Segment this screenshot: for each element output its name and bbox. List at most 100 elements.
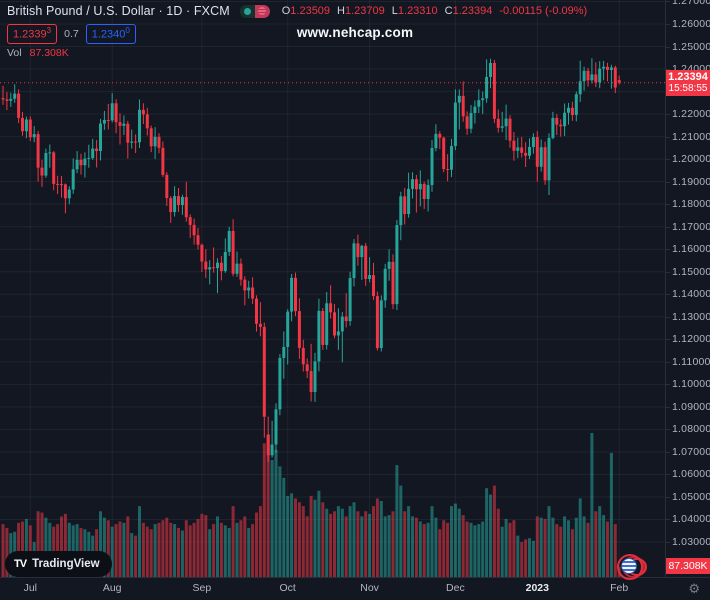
candle-body — [153, 136, 157, 147]
volume-bar — [453, 503, 457, 578]
candle-body — [102, 119, 106, 124]
price-tick-label: 1.13000 — [672, 310, 710, 323]
candle-body — [219, 262, 223, 272]
candle-body — [52, 152, 56, 184]
price-axis[interactable]: 1.23394 15:58:55 87.308K 1.27000 1.26000 1… — [665, 0, 710, 578]
volume-bar — [36, 511, 40, 578]
candle-body — [87, 158, 91, 160]
time-tick-label[interactable]: Oct — [279, 582, 296, 594]
volume-axis-tag: 87.308K — [666, 557, 710, 574]
candle-body — [473, 106, 477, 113]
volume-bar — [130, 533, 134, 578]
candle-body — [336, 331, 340, 336]
candle-body — [282, 346, 286, 359]
volume-bar — [531, 540, 535, 578]
candle-body — [469, 112, 473, 129]
price-tick-label: 1.09000 — [672, 400, 710, 413]
time-tick-label[interactable]: Feb — [610, 582, 629, 594]
candle-body — [36, 134, 40, 168]
candle-body — [247, 287, 251, 291]
candle-body — [95, 148, 99, 152]
candle-body — [141, 109, 145, 115]
candle-body — [270, 444, 274, 456]
candle-body — [364, 245, 368, 279]
candle-body — [524, 152, 528, 156]
volume-bar — [395, 465, 399, 578]
candle-body — [255, 298, 258, 324]
volume-bar — [609, 452, 613, 578]
volume-bar — [294, 498, 297, 578]
candle-body — [570, 107, 574, 115]
candle-body — [528, 146, 531, 156]
volume-bar — [40, 512, 44, 578]
symbol-toggle-switch[interactable] — [239, 4, 270, 18]
time-tick-label[interactable]: Sep — [192, 582, 212, 594]
time-tick-label[interactable]: Dec — [446, 582, 465, 594]
price-tick-label: 1.06000 — [672, 468, 710, 481]
candle-body — [180, 196, 184, 206]
candle-body — [492, 62, 496, 119]
candle-body — [352, 243, 356, 279]
time-tick-label[interactable]: Jul — [23, 582, 38, 594]
volume-bar — [5, 527, 9, 578]
candle-body — [461, 95, 465, 117]
candle-body — [356, 243, 360, 258]
candle-body — [563, 112, 567, 127]
candle-body — [446, 169, 450, 171]
volume-bar — [126, 516, 130, 578]
volume-bar — [145, 526, 149, 578]
candle-body — [200, 244, 204, 262]
volume-bar — [422, 524, 426, 578]
volume-bar — [492, 485, 496, 578]
candle-body — [344, 316, 348, 322]
candle-body — [32, 134, 36, 138]
volume-bar — [356, 511, 360, 578]
candle-body — [71, 169, 75, 190]
volume-bar — [411, 516, 414, 578]
candle-body — [278, 358, 282, 410]
time-tick-label[interactable]: 2023 — [525, 582, 549, 594]
ask-button[interactable]: 1.23400 — [85, 24, 136, 44]
volume-bar — [262, 443, 266, 578]
volume-bar — [219, 522, 223, 578]
volume-bar — [282, 477, 286, 578]
volume-bar — [274, 449, 278, 578]
volume-bar — [227, 527, 231, 578]
candle-body — [477, 100, 481, 107]
time-tick-label[interactable]: Nov — [360, 582, 379, 594]
volume-bar — [516, 535, 520, 578]
time-tick-label[interactable]: Aug — [102, 582, 122, 594]
tradingview-badge[interactable]: TV TradingView — [5, 551, 112, 577]
bid-button[interactable]: 1.23393 — [7, 24, 58, 44]
volume-bar — [535, 516, 539, 578]
volume-bar — [44, 517, 48, 578]
symbol-title[interactable]: British Pound / U.S. Dollar · 1D · FXCM — [7, 4, 230, 18]
volume-bar — [301, 506, 305, 578]
candle-body — [578, 81, 582, 95]
volume-bar — [110, 526, 114, 578]
open-value: 1.23509 — [290, 5, 331, 17]
candle-body — [44, 153, 48, 176]
volume-bar — [489, 494, 492, 578]
volume-bar — [297, 502, 301, 578]
candle-body — [539, 147, 543, 167]
candle-body — [309, 371, 313, 393]
volume-bar — [344, 516, 348, 578]
candle-body — [375, 296, 379, 349]
candle-body — [99, 123, 102, 152]
candle-body — [251, 287, 255, 299]
volume-bar — [348, 506, 352, 578]
candle-body — [9, 98, 13, 101]
candle-body — [586, 70, 590, 81]
time-axis[interactable]: ⚙ Jul Aug Sep Oct Nov Dec 2023 Feb — [0, 577, 710, 600]
spread-value: 0.7 — [64, 27, 79, 40]
gear-icon[interactable]: ⚙ — [688, 581, 700, 596]
candle-body — [508, 118, 512, 141]
candle-body — [24, 119, 28, 132]
volume-bar — [524, 539, 528, 578]
price-tick-label: 1.21000 — [672, 130, 710, 143]
price-tick-label: 1.17000 — [672, 220, 710, 233]
tradingview-logo-icon: TV — [14, 558, 27, 570]
candle-body — [204, 261, 208, 270]
